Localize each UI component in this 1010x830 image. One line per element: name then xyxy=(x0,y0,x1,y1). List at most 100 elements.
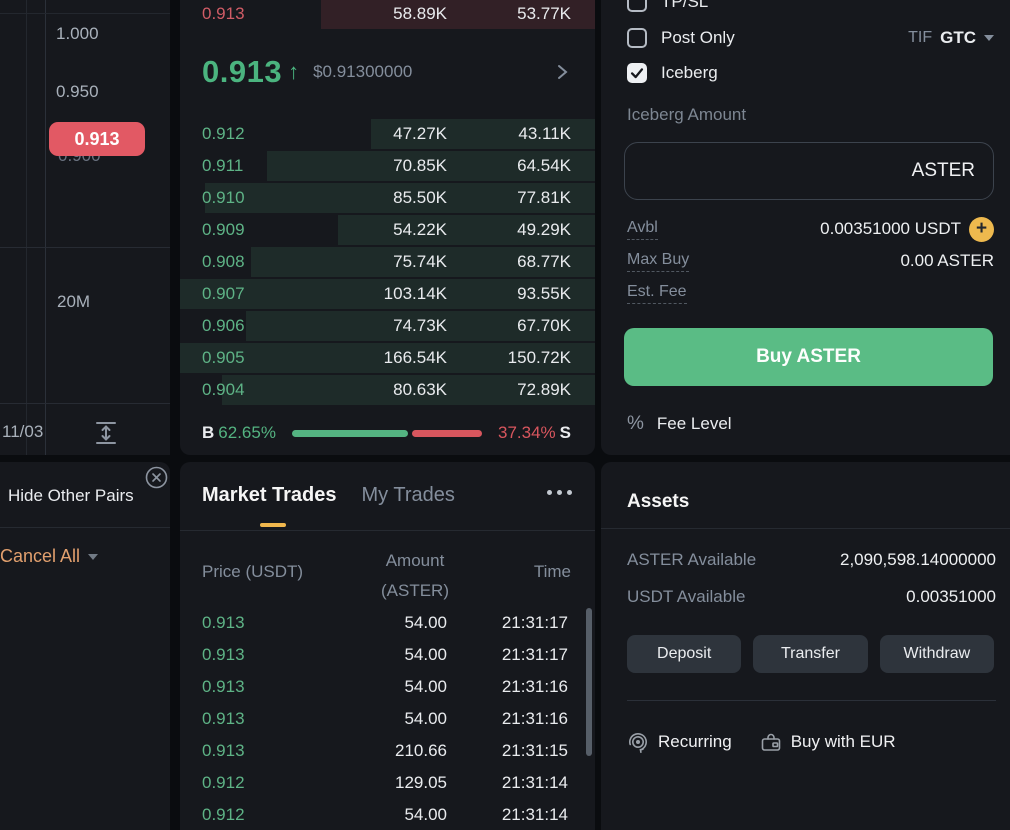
tpsl-label: TP/SL xyxy=(661,0,709,11)
assets-panel: Assets ASTER Available 2,090,598.1400000… xyxy=(601,462,1010,830)
bid-depth-bar xyxy=(204,183,595,213)
withdraw-button[interactable]: Withdraw xyxy=(879,635,994,673)
last-price-row[interactable]: 0.913 ↑ $0.91300000 xyxy=(202,40,571,104)
buy-sell-ratio-row: B 62.65% 37.34% S xyxy=(202,417,571,449)
trade-time: 21:31:16 xyxy=(501,677,568,696)
bid-price: 0.905 xyxy=(202,348,245,367)
auto-scale-icon[interactable] xyxy=(92,419,120,447)
trade-row[interactable]: 0.913 54.00 21:31:17 xyxy=(180,639,595,671)
percent-icon: % xyxy=(627,413,644,434)
max-buy-label[interactable]: Max Buy xyxy=(627,251,690,272)
buy-with-eur-link[interactable]: Buy with EUR xyxy=(760,731,896,753)
tif-value: GTC xyxy=(940,28,976,47)
recurring-icon xyxy=(629,733,647,753)
tab-my-trades[interactable]: My Trades xyxy=(361,484,455,506)
bid-amount: 80.63K xyxy=(393,380,447,399)
scrollbar-thumb[interactable] xyxy=(586,608,592,756)
orderbook-bid-row[interactable]: 0.909 54.22K 49.29K xyxy=(180,214,595,246)
cancel-all-button[interactable]: Cancel All xyxy=(0,546,99,567)
orderbook-bid-row[interactable]: 0.911 70.85K 64.54K xyxy=(180,150,595,182)
iceberg-checkbox[interactable] xyxy=(627,63,647,83)
divider xyxy=(0,527,170,528)
bid-depth-bar xyxy=(337,215,595,245)
orderbook-bid-row[interactable]: 0.908 75.74K 68.77K xyxy=(180,246,595,278)
orderbook-panel: 0.913 58.89K 53.77K 0.913 ↑ $0.91300000 … xyxy=(180,0,595,455)
divider xyxy=(180,530,595,531)
bid-sum: 77.81K xyxy=(517,188,571,207)
bid-sum: 93.55K xyxy=(517,284,571,303)
trade-row[interactable]: 0.912 54.00 21:31:14 xyxy=(180,799,595,830)
active-tab-underline xyxy=(260,523,286,527)
ask-amount: 58.89K xyxy=(393,4,447,23)
avbl-label[interactable]: Avbl xyxy=(627,219,658,240)
tpsl-checkbox[interactable] xyxy=(627,0,647,12)
chart-axis-line xyxy=(45,0,46,455)
deposit-button[interactable]: Deposit xyxy=(627,635,742,673)
bid-depth-bar xyxy=(370,119,595,149)
orderbook-bid-row[interactable]: 0.904 80.63K 72.89K xyxy=(180,374,595,406)
trade-row[interactable]: 0.913 54.00 21:31:16 xyxy=(180,671,595,703)
bid-depth-bar xyxy=(250,247,595,277)
iceberg-amount-input[interactable]: ASTER xyxy=(624,142,994,200)
divider xyxy=(627,700,996,701)
close-icon[interactable] xyxy=(145,466,168,489)
trade-amount: 129.05 xyxy=(395,773,447,792)
buy-sell-ratio-bar xyxy=(291,429,482,437)
column-header-amount-line1: Amount xyxy=(385,551,445,570)
ask-price: 0.913 xyxy=(202,4,245,23)
ask-sum: 53.77K xyxy=(517,4,571,23)
max-buy-row: Max Buy 0.00 ASTER xyxy=(627,248,994,274)
trade-amount: 54.00 xyxy=(404,709,447,728)
bid-depth-bar xyxy=(246,311,595,341)
trade-amount: 54.00 xyxy=(404,645,447,664)
market-trades-panel: Market Trades My Trades Price (USDT) Amo… xyxy=(180,462,595,830)
recurring-label: Recurring xyxy=(658,732,732,751)
hide-other-pairs-label[interactable]: Hide Other Pairs xyxy=(8,486,134,505)
open-orders-panel: Hide Other Pairs Cancel All xyxy=(0,462,170,830)
trade-amount: 54.00 xyxy=(404,805,447,824)
trade-row[interactable]: 0.913 54.00 21:31:17 xyxy=(180,607,595,639)
tif-selector[interactable]: TIF GTC xyxy=(908,24,994,52)
orderbook-bid-row[interactable]: 0.912 47.27K 43.11K xyxy=(180,118,595,150)
orderbook-ask-row[interactable]: 0.913 58.89K 53.77K xyxy=(180,0,595,30)
volume-axis-label: 20M xyxy=(57,292,91,311)
buy-ratio-bar xyxy=(291,429,408,437)
column-header-amount: Amount (ASTER) xyxy=(381,546,449,606)
date-axis-label: 11/03 xyxy=(2,422,44,441)
orderbook-bid-row[interactable]: 0.905 166.54K 150.72K xyxy=(180,342,595,374)
bid-price: 0.904 xyxy=(202,380,245,399)
more-options-icon[interactable] xyxy=(547,490,572,495)
trade-time: 21:31:14 xyxy=(501,773,568,792)
bid-price: 0.910 xyxy=(202,188,245,207)
cancel-all-label: Cancel All xyxy=(0,546,81,566)
last-price: 0.913 xyxy=(202,54,283,89)
buy-aster-button[interactable]: Buy ASTER xyxy=(624,328,993,386)
iceberg-label: Iceberg xyxy=(661,63,718,82)
est-fee-label[interactable]: Est. Fee xyxy=(627,283,687,304)
recurring-link[interactable]: Recurring xyxy=(627,731,732,753)
bid-price: 0.907 xyxy=(202,284,245,303)
bid-sum: 67.70K xyxy=(517,316,571,335)
trade-price: 0.913 xyxy=(202,741,245,760)
orderbook-bid-row[interactable]: 0.906 74.73K 67.70K xyxy=(180,310,595,342)
orderbook-bid-row[interactable]: 0.907 103.14K 93.55K xyxy=(180,278,595,310)
trade-amount: 54.00 xyxy=(404,613,447,632)
post-only-label: Post Only xyxy=(661,28,735,47)
bid-amount: 103.14K xyxy=(383,284,447,303)
post-only-checkbox[interactable] xyxy=(627,28,647,48)
bid-depth-bar xyxy=(221,375,595,405)
trade-amount: 210.66 xyxy=(395,741,447,760)
trade-row[interactable]: 0.912 129.05 21:31:14 xyxy=(180,767,595,799)
asset-value: 0.00351000 xyxy=(906,587,996,606)
transfer-button[interactable]: Transfer xyxy=(753,635,868,673)
wallet-lock-icon xyxy=(761,733,781,751)
chevron-right-icon[interactable] xyxy=(553,63,571,81)
tab-market-trades[interactable]: Market Trades xyxy=(202,484,337,506)
deposit-plus-icon[interactable]: + xyxy=(969,216,994,242)
asset-value: 2,090,598.14000000 xyxy=(840,550,996,569)
orderbook-bid-row[interactable]: 0.910 85.50K 77.81K xyxy=(180,182,595,214)
fee-level-row[interactable]: % Fee Level xyxy=(627,410,732,438)
trade-row[interactable]: 0.913 210.66 21:31:15 xyxy=(180,735,595,767)
trade-price: 0.913 xyxy=(202,709,245,728)
trade-row[interactable]: 0.913 54.00 21:31:16 xyxy=(180,703,595,735)
